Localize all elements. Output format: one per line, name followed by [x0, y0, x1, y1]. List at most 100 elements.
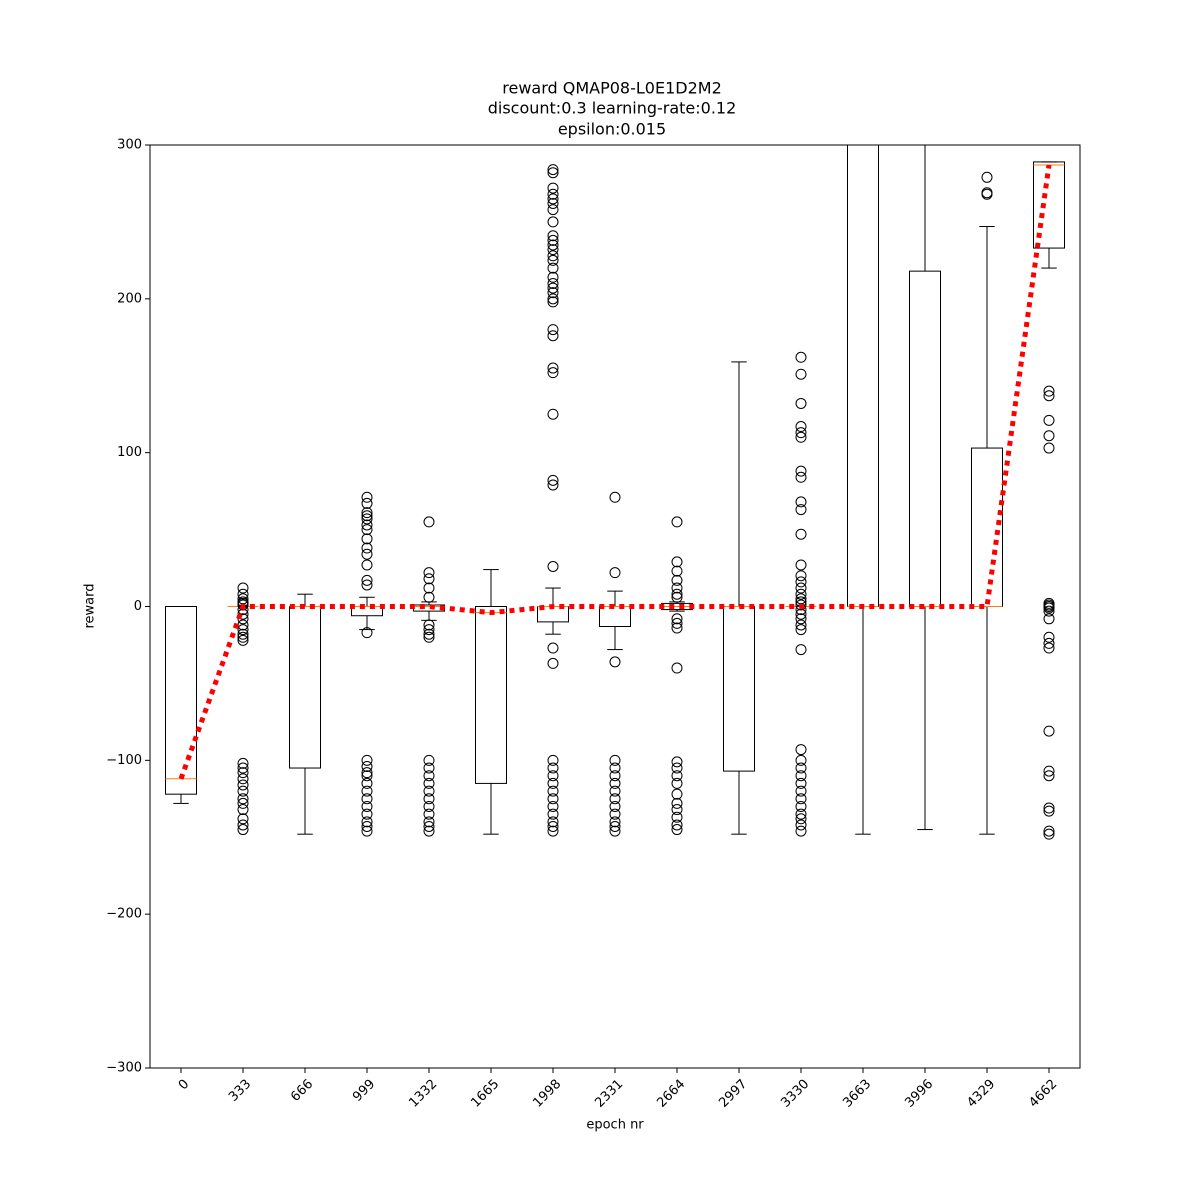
outlier — [423, 619, 435, 631]
outlier — [361, 800, 373, 812]
outlier — [671, 788, 683, 800]
outlier — [795, 421, 807, 433]
outlier — [423, 816, 435, 828]
y-tick-label: 200 — [117, 291, 142, 306]
outlier — [795, 496, 807, 508]
outlier — [671, 622, 683, 634]
outlier — [609, 770, 621, 782]
outlier — [237, 599, 249, 611]
outlier — [423, 582, 435, 594]
outlier — [1043, 825, 1055, 837]
outlier — [361, 574, 373, 586]
outlier — [547, 182, 559, 194]
outlier — [1043, 602, 1055, 614]
outlier — [237, 631, 249, 643]
outlier — [361, 542, 373, 554]
outlier — [423, 628, 435, 640]
outlier — [795, 770, 807, 782]
outlier — [795, 819, 807, 831]
outlier — [423, 516, 435, 528]
outlier — [671, 591, 683, 603]
outlier — [423, 567, 435, 579]
y-axis-label: reward — [83, 583, 98, 628]
outlier — [237, 797, 249, 809]
outlier — [671, 804, 683, 816]
outlier — [795, 504, 807, 516]
outlier — [547, 244, 559, 256]
outlier — [361, 548, 373, 560]
y-tick-label: −300 — [106, 1061, 142, 1076]
outlier — [547, 762, 559, 774]
outlier — [237, 762, 249, 774]
outlier — [609, 785, 621, 797]
outlier — [671, 770, 683, 782]
outlier — [547, 254, 559, 266]
outlier — [237, 588, 249, 600]
outlier — [361, 820, 373, 832]
chart-subtitle: epsilon:0.015 — [558, 120, 666, 139]
outlier — [423, 754, 435, 766]
outlier — [547, 296, 559, 308]
outlier — [795, 613, 807, 625]
outlier — [361, 524, 373, 536]
outlier — [423, 800, 435, 812]
outlier — [361, 507, 373, 519]
outlier — [361, 491, 373, 503]
plot-area — [165, 145, 1065, 840]
outlier — [423, 591, 435, 603]
outlier — [671, 662, 683, 674]
outlier — [671, 762, 683, 774]
outlier — [609, 491, 621, 503]
outlier — [547, 188, 559, 200]
outlier — [547, 287, 559, 299]
outlier — [423, 624, 435, 636]
outlier — [547, 770, 559, 782]
outlier — [361, 497, 373, 509]
outlier — [671, 824, 683, 836]
outlier — [361, 559, 373, 571]
outlier — [547, 777, 559, 789]
chart-title: reward QMAP08-L0E1D2M2 — [502, 79, 722, 98]
outlier — [795, 351, 807, 363]
outlier — [671, 582, 683, 594]
outlier — [1043, 765, 1055, 777]
outlier — [547, 816, 559, 828]
outlier — [423, 808, 435, 820]
outlier — [609, 777, 621, 789]
outlier — [609, 820, 621, 832]
y-tick-label: −200 — [106, 907, 142, 922]
outlier — [609, 567, 621, 579]
outlier — [361, 808, 373, 820]
outlier — [795, 368, 807, 380]
outlier — [423, 777, 435, 789]
outlier — [423, 793, 435, 805]
outlier — [361, 767, 373, 779]
outlier — [361, 793, 373, 805]
outlier — [361, 510, 373, 522]
outlier — [1043, 642, 1055, 654]
outlier — [361, 627, 373, 639]
outlier — [609, 656, 621, 668]
outlier — [423, 770, 435, 782]
outlier — [609, 808, 621, 820]
y-tick-label: 0 — [134, 599, 142, 614]
outlier — [1043, 442, 1055, 454]
outlier — [237, 767, 249, 779]
outlier — [795, 593, 807, 605]
outlier — [671, 797, 683, 809]
outlier — [1043, 770, 1055, 782]
chart-subtitle: discount:0.3 learning-rate:0.12 — [488, 99, 737, 118]
outlier — [547, 808, 559, 820]
outlier — [547, 230, 559, 242]
outlier — [547, 193, 559, 205]
outlier — [981, 188, 993, 200]
outlier — [795, 582, 807, 594]
outlier — [547, 367, 559, 379]
outlier — [547, 216, 559, 228]
y-tick-label: 300 — [117, 138, 142, 153]
outlier — [547, 793, 559, 805]
outlier — [547, 204, 559, 216]
outlier — [423, 820, 435, 832]
